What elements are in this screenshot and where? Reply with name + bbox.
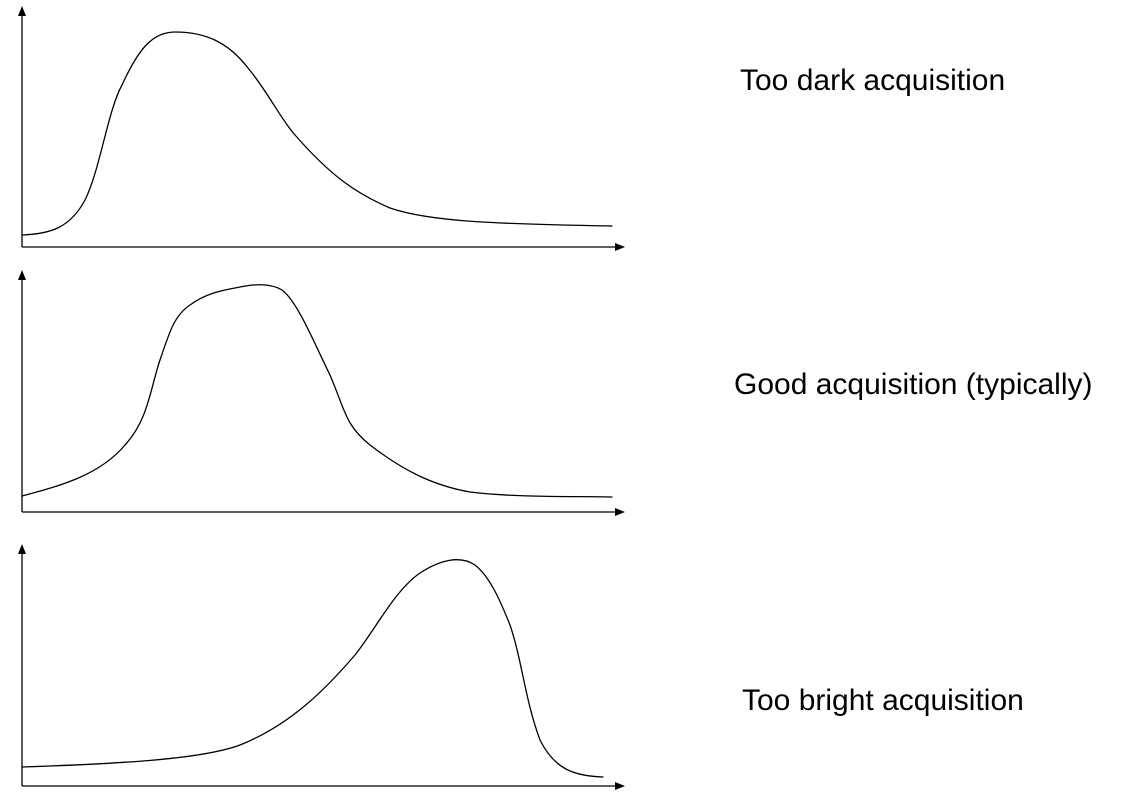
y-axis-arrow-icon [18, 6, 26, 16]
panel-label: Too dark acquisition [740, 64, 1005, 97]
x-axis-arrow-icon [615, 243, 625, 251]
histogram-curve [21, 31, 613, 236]
panel-label: Good acquisition (typically) [734, 368, 1093, 401]
x-axis-arrow-icon [615, 782, 625, 790]
y-axis-arrow-icon [18, 270, 26, 280]
histogram-curve [21, 284, 613, 498]
panel-good: Good acquisition (typically) [18, 270, 1093, 516]
panel-too-dark: Too dark acquisition [18, 6, 1005, 251]
panel-label: Too bright acquisition [742, 684, 1024, 717]
x-axis-arrow-icon [615, 508, 625, 516]
panel-too-bright: Too bright acquisition [18, 544, 1024, 790]
histogram-curve [21, 559, 604, 778]
y-axis-arrow-icon [18, 544, 26, 554]
